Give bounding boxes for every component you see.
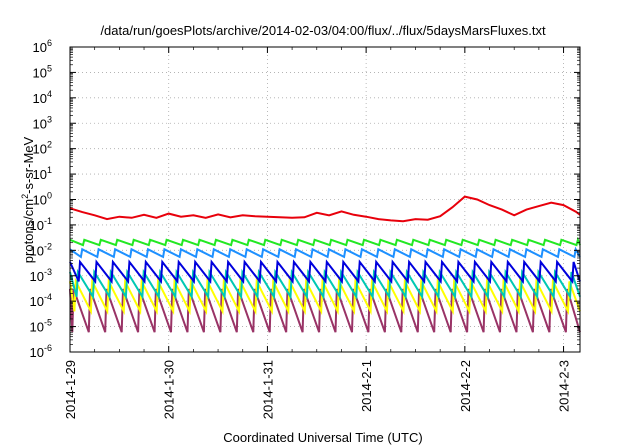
series-line (69, 259, 581, 285)
series-line (69, 236, 581, 247)
y-tick-label: 10-3 (30, 267, 52, 284)
x-tick-label: 2014-1-30 (162, 360, 177, 419)
y-tick-label: 10-2 (30, 241, 52, 258)
series-line (69, 195, 581, 223)
y-tick-label: 106 (33, 38, 52, 55)
y-axis-label: protons/cm2-s-sr-MeV (20, 136, 36, 263)
y-tick-label: 104 (33, 89, 52, 106)
x-tick-label: 2014-2-1 (359, 360, 374, 412)
x-tick-label: 2014-2-2 (458, 360, 473, 412)
y-tick-label: 10-6 (30, 343, 52, 360)
y-tick-label: 10-4 (30, 292, 52, 309)
y-tick-label: 10-1 (30, 216, 52, 233)
x-tick-label: 2014-1-31 (260, 360, 275, 419)
chart-title: /data/run/goesPlots/archive/2014-02-03/0… (100, 23, 546, 38)
data-series (69, 195, 581, 333)
series-line (69, 268, 581, 300)
x-tick-label: 2014-1-29 (63, 360, 78, 419)
x-axis-ticks: 2014-1-29 2014-1-30 2014-1-31 2014-2-1 2014-… (63, 47, 572, 419)
y-tick-label: 10-5 (30, 318, 52, 335)
y-tick-label: 102 (33, 140, 52, 157)
grid-lines (70, 47, 580, 352)
y-tick-label: 101 (33, 165, 52, 182)
y-tick-label: 100 (33, 191, 52, 208)
series-line (69, 277, 581, 316)
series-line (69, 246, 581, 259)
x-axis-label: Coordinated Universal Time (UTC) (223, 430, 422, 445)
y-tick-label: 105 (33, 63, 52, 80)
y-axis-ticks: 10-6 10-5 10-4 10-3 10-2 10-1 100 101 102 103 104 1… (30, 38, 580, 360)
x-tick-label: 2014-2-3 (557, 360, 572, 412)
y-tick-label: 103 (33, 114, 52, 131)
